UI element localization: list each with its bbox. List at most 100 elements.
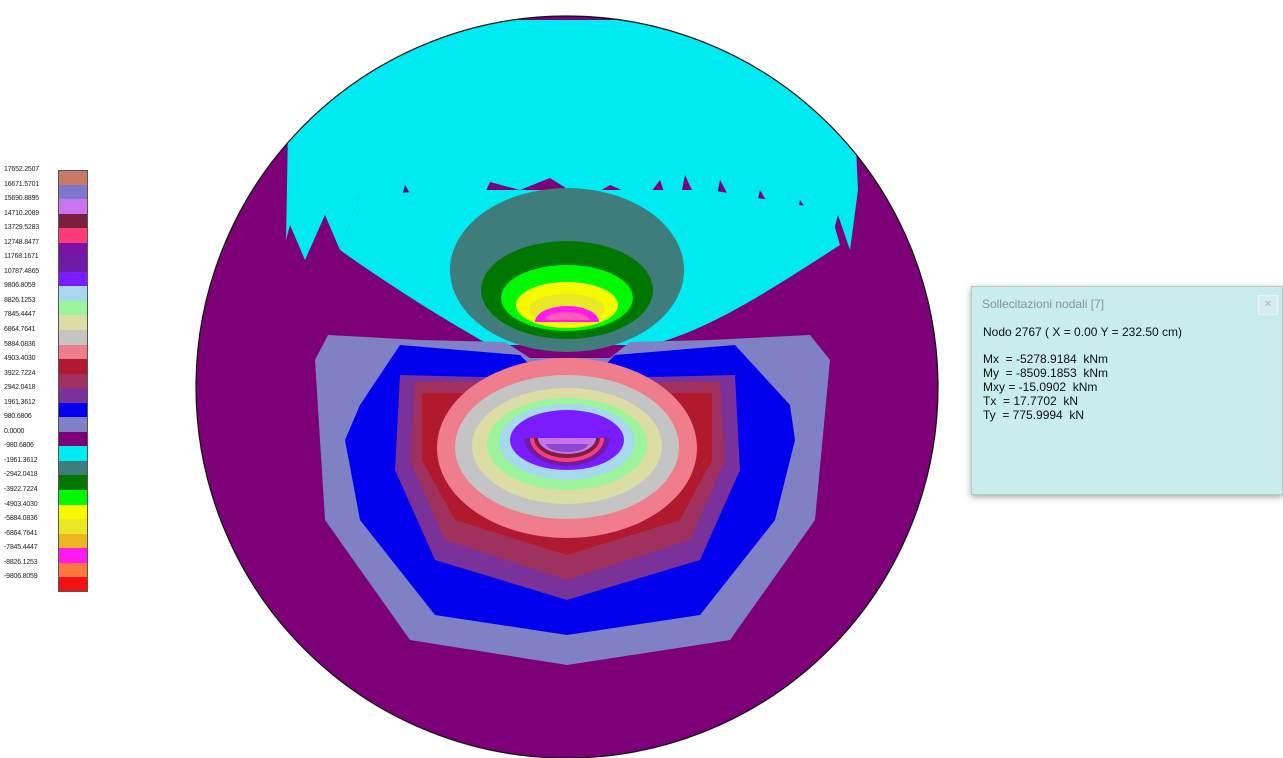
panel-title: Sollecitazioni nodali [7] bbox=[982, 297, 1105, 311]
legend-label: 980.6806 bbox=[4, 413, 32, 421]
result-ty: Ty = 775.9994 kN bbox=[983, 408, 1085, 422]
legend-label: -980.6806 bbox=[4, 442, 34, 450]
legend-row: -6864.7641 bbox=[4, 530, 90, 549]
legend-swatch bbox=[58, 344, 88, 360]
legend-label: -3922.7224 bbox=[4, 486, 38, 494]
legend-row: 14710.2089 bbox=[4, 210, 90, 229]
legend-row: 15690.8895 bbox=[4, 195, 90, 214]
legend-row: 16671.5701 bbox=[4, 181, 90, 200]
legend-row: 1961.3612 bbox=[4, 399, 90, 418]
legend-row: 17652.2507 bbox=[4, 166, 90, 185]
legend-swatch bbox=[58, 271, 88, 287]
node-results-panel: Sollecitazioni nodali [7] ✕ Nodo 2767 ( … bbox=[971, 286, 1283, 495]
legend-swatch bbox=[58, 460, 88, 476]
legend-label: 17652.2507 bbox=[4, 166, 39, 173]
plate-outline bbox=[195, 15, 939, 758]
legend-swatch bbox=[58, 242, 88, 258]
legend-row: -980.6806 bbox=[4, 442, 90, 461]
legend-row: 0.0000 bbox=[4, 428, 90, 447]
legend-swatch bbox=[58, 199, 88, 214]
legend-swatch bbox=[58, 388, 88, 403]
legend-row: 4903.4030 bbox=[4, 355, 90, 374]
legend-swatch bbox=[58, 446, 88, 461]
legend-row: 10787.4865 bbox=[4, 268, 90, 287]
legend-label: -6864.7641 bbox=[4, 529, 38, 537]
legend-label: -1961.3612 bbox=[4, 456, 38, 464]
panel-header[interactable]: Sollecitazioni nodali [7] ✕ bbox=[972, 287, 1282, 321]
legend-swatch bbox=[58, 533, 88, 549]
legend-row: 12748.8477 bbox=[4, 239, 90, 258]
legend-label: 13729.5283 bbox=[4, 224, 39, 232]
legend-label: 15690.8895 bbox=[4, 195, 39, 203]
legend-label: 4903.4030 bbox=[4, 355, 36, 363]
result-tx: Tx = 17.7702 kN bbox=[983, 394, 1079, 408]
legend-swatch bbox=[58, 330, 88, 345]
legend-swatch bbox=[58, 562, 88, 578]
legend-label: 3922.7224 bbox=[4, 369, 36, 377]
legend-row: -7845.4447 bbox=[4, 544, 90, 563]
legend-label: 12748.8477 bbox=[4, 238, 39, 246]
result-mxy: Mxy = -15.0902 kNm bbox=[983, 380, 1098, 394]
legend-swatch bbox=[58, 519, 88, 534]
result-mx: Mx = -5278.9184 kNm bbox=[983, 352, 1109, 366]
legend-row: 13729.5283 bbox=[4, 224, 90, 243]
legend-row: 3922.7224 bbox=[4, 370, 90, 389]
legend-row: 5884.0836 bbox=[4, 341, 90, 360]
legend-label: 0.0000 bbox=[4, 427, 25, 435]
legend-swatch bbox=[58, 315, 88, 331]
node-info: Nodo 2767 ( X = 0.00 Y = 232.50 cm) bbox=[983, 325, 1183, 339]
legend-swatch bbox=[58, 170, 88, 185]
legend-swatch bbox=[58, 228, 88, 243]
legend-label: 10787.4865 bbox=[4, 267, 39, 275]
legend-row: -5884.0836 bbox=[4, 515, 90, 534]
legend-row: 2942.0418 bbox=[4, 384, 90, 403]
legend-swatch bbox=[58, 548, 88, 563]
legend-swatch bbox=[58, 213, 88, 229]
legend-swatch bbox=[58, 373, 88, 389]
legend-label: 7845.4447 bbox=[4, 311, 36, 319]
legend-swatch bbox=[58, 490, 88, 505]
legend-swatch bbox=[58, 257, 88, 272]
legend-label: 14710.2089 bbox=[4, 209, 39, 217]
legend-swatch bbox=[58, 402, 88, 418]
legend-swatch bbox=[58, 577, 88, 592]
legend-label: 1961.3612 bbox=[4, 398, 36, 406]
color-scale-legend: 17652.2507 16671.5701 15690.8895 14710.2089… bbox=[4, 166, 90, 592]
legend-label: 5884.0836 bbox=[4, 340, 36, 348]
legend-swatch bbox=[58, 359, 88, 374]
legend-row: -9806.8059 bbox=[4, 573, 90, 592]
result-my: My = -8509.1853 kNm bbox=[983, 366, 1109, 380]
legend-row: 980.6806 bbox=[4, 413, 90, 432]
legend-row: -4903.4030 bbox=[4, 501, 90, 520]
legend-label: 11768.1671 bbox=[4, 253, 39, 261]
legend-label: 9806.8059 bbox=[4, 282, 36, 290]
legend-swatch bbox=[58, 184, 88, 200]
legend-swatch bbox=[58, 431, 88, 447]
legend-swatch bbox=[58, 417, 88, 432]
legend-row: 11768.1671 bbox=[4, 253, 90, 272]
legend-label: -2942.0418 bbox=[4, 471, 38, 479]
legend-row: -8826.1253 bbox=[4, 559, 90, 578]
legend-swatch bbox=[58, 286, 88, 301]
close-icon[interactable]: ✕ bbox=[1258, 295, 1278, 315]
legend-row: -1961.3612 bbox=[4, 457, 90, 476]
legend-swatch bbox=[58, 300, 88, 316]
legend-row: -2942.0418 bbox=[4, 471, 90, 491]
legend-label: 6864.7641 bbox=[4, 326, 36, 334]
legend-label: 16671.5701 bbox=[4, 180, 39, 188]
legend-label: -4903.4030 bbox=[4, 500, 38, 508]
legend-row: 9806.8059 bbox=[4, 282, 90, 301]
legend-row: -3922.7224 bbox=[4, 486, 90, 505]
legend-swatch bbox=[58, 504, 88, 520]
legend-row: 8826.1253 bbox=[4, 297, 90, 316]
panel-body: Nodo 2767 ( X = 0.00 Y = 232.50 cm) Mx =… bbox=[972, 325, 1282, 422]
legend-swatch bbox=[58, 475, 88, 491]
legend-label: -5884.0836 bbox=[4, 515, 38, 523]
legend-label: 8826.1253 bbox=[4, 296, 36, 304]
legend-label: -7845.4447 bbox=[4, 544, 38, 552]
legend-label: 2942.0418 bbox=[4, 384, 36, 392]
legend-label: -8826.1253 bbox=[4, 558, 38, 566]
legend-label: -9806.8059 bbox=[4, 573, 38, 581]
contour-plot bbox=[195, 15, 939, 758]
legend-row: 7845.4447 bbox=[4, 311, 90, 331]
